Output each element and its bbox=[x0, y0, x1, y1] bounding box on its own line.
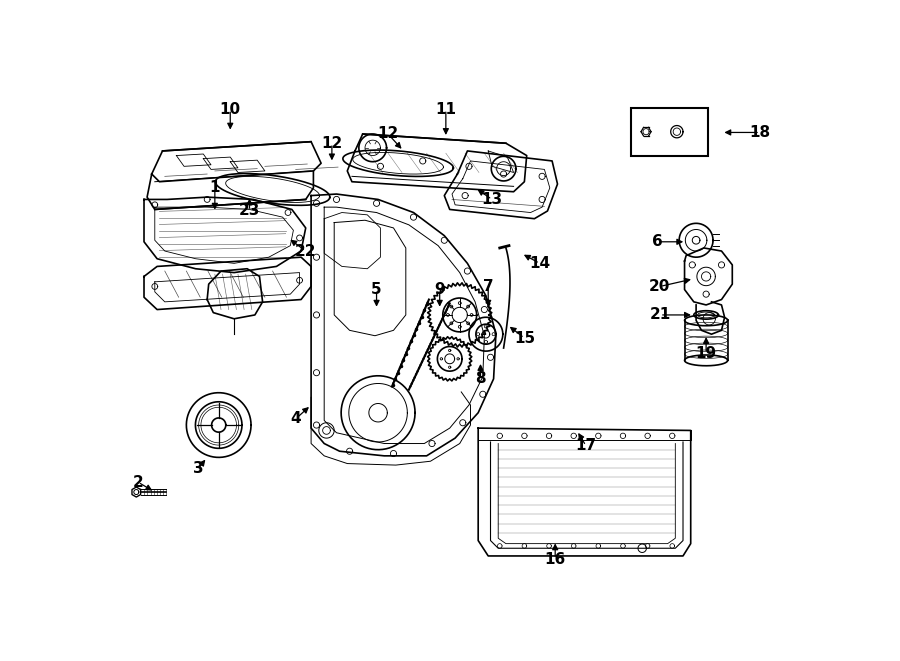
Text: 16: 16 bbox=[544, 551, 566, 566]
Text: 10: 10 bbox=[220, 102, 241, 117]
Text: 6: 6 bbox=[652, 234, 663, 249]
Text: 12: 12 bbox=[321, 136, 343, 151]
Text: 1: 1 bbox=[210, 180, 220, 196]
Text: 3: 3 bbox=[193, 461, 203, 477]
Text: 18: 18 bbox=[750, 125, 770, 140]
Text: 15: 15 bbox=[514, 330, 535, 346]
Text: 2: 2 bbox=[132, 475, 143, 490]
Text: 17: 17 bbox=[575, 438, 597, 453]
Text: 21: 21 bbox=[649, 307, 670, 323]
Text: 4: 4 bbox=[291, 411, 301, 426]
Text: 20: 20 bbox=[649, 279, 670, 294]
Text: 9: 9 bbox=[435, 282, 445, 297]
Text: 14: 14 bbox=[529, 256, 551, 271]
Text: 12: 12 bbox=[377, 126, 399, 141]
Text: 5: 5 bbox=[371, 282, 382, 297]
Text: 23: 23 bbox=[238, 204, 260, 219]
Text: 7: 7 bbox=[483, 279, 493, 294]
Text: 11: 11 bbox=[436, 102, 456, 117]
Text: 13: 13 bbox=[482, 192, 502, 207]
Text: 19: 19 bbox=[696, 346, 716, 361]
Text: 8: 8 bbox=[475, 371, 486, 386]
Bar bbox=[631, 108, 707, 155]
Text: 22: 22 bbox=[295, 243, 317, 258]
